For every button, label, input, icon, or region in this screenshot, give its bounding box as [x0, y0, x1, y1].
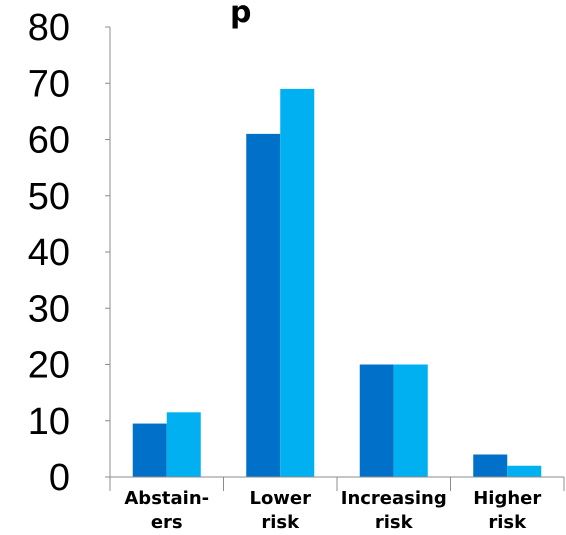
bar	[166, 412, 201, 477]
axes	[109, 27, 564, 478]
bar	[132, 423, 167, 477]
x-axis-dividers	[109, 477, 565, 491]
x-tick-label: risk	[375, 512, 414, 533]
bar	[246, 133, 281, 477]
bar	[280, 88, 315, 477]
x-tick-label: Lower	[249, 488, 311, 509]
chart-title: p	[230, 0, 251, 30]
x-axis-labels: Abstain-ers Lower risk Increasing risk Higher…	[124, 488, 541, 533]
x-tick-label: Higher	[473, 488, 541, 509]
y-tick-label: 50	[28, 176, 70, 218]
bar	[473, 454, 508, 477]
x-tick-label: risk	[488, 512, 527, 533]
x-tick-label: Abstain-	[124, 488, 209, 509]
bar	[507, 465, 542, 477]
y-tick-label: 60	[28, 120, 70, 162]
x-tick-label: Increasing	[341, 488, 447, 509]
y-tick-label: 10	[28, 401, 70, 443]
y-axis-ticks: 0 10 20 30 40 50 60 70 80	[28, 7, 110, 499]
x-tick-label: risk	[261, 512, 300, 533]
x-tick-label: ers	[151, 512, 183, 533]
y-tick-label: 30	[28, 288, 70, 330]
bars	[132, 88, 542, 477]
y-tick-label: 70	[28, 63, 70, 105]
y-tick-label: 40	[28, 232, 70, 274]
bar	[359, 364, 394, 477]
y-tick-label: 80	[28, 7, 70, 49]
y-tick-label: 20	[28, 345, 70, 387]
y-tick-label: 0	[49, 457, 70, 499]
bar	[393, 364, 428, 477]
